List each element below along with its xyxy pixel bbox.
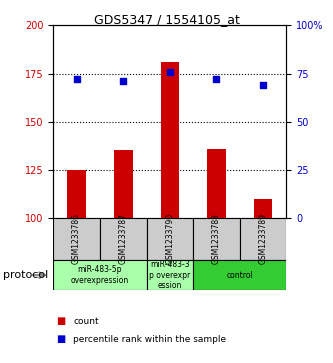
Text: miR-483-3
p overexpr
ession: miR-483-3 p overexpr ession	[149, 260, 190, 290]
Text: GDS5347 / 1554105_at: GDS5347 / 1554105_at	[94, 13, 239, 26]
Bar	[114, 150, 133, 218]
Point	[214, 76, 219, 82]
Bar	[67, 170, 86, 218]
Text: GSM1233788: GSM1233788	[212, 213, 221, 264]
Point	[74, 76, 79, 82]
Bar	[147, 218, 193, 260]
Text: ■: ■	[57, 334, 66, 344]
Point	[121, 78, 126, 84]
Bar	[53, 260, 147, 290]
Text: percentile rank within the sample: percentile rank within the sample	[73, 335, 226, 344]
Text: miR-483-5p
overexpression: miR-483-5p overexpression	[71, 265, 129, 285]
Text: GSM1233790: GSM1233790	[165, 213, 174, 264]
Text: GSM1233787: GSM1233787	[119, 213, 128, 264]
Point	[167, 69, 172, 74]
Text: ■: ■	[57, 316, 66, 326]
Bar	[53, 218, 100, 260]
Text: count: count	[73, 317, 99, 326]
Text: control: control	[226, 271, 253, 280]
Bar	[207, 148, 226, 218]
Bar	[254, 199, 272, 218]
Text: GSM1233786: GSM1233786	[72, 213, 81, 264]
Bar	[240, 218, 286, 260]
Text: protocol: protocol	[3, 270, 49, 280]
Bar	[147, 260, 193, 290]
Bar	[193, 260, 286, 290]
Bar	[100, 218, 147, 260]
Bar	[193, 218, 240, 260]
Bar	[161, 62, 179, 218]
Text: GSM1233789: GSM1233789	[258, 213, 268, 264]
Point	[260, 82, 266, 88]
